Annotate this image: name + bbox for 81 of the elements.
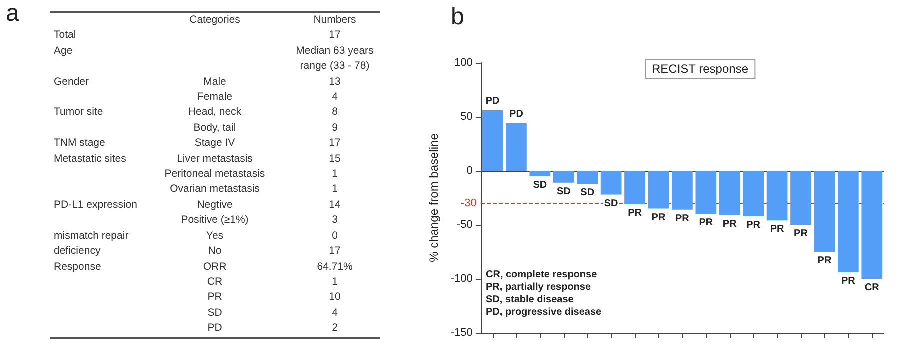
text: Yes [206, 230, 224, 242]
y-tick-label: 100 [454, 57, 473, 69]
y-axis-title: % change from baseline [427, 133, 441, 262]
text: 13 [329, 76, 341, 88]
chart-title: b [451, 4, 464, 30]
category-label: PD-L1 expression [54, 198, 138, 211]
text: No [208, 245, 222, 258]
text: CR [207, 276, 223, 288]
text: ORR [203, 260, 227, 272]
data-label: SD [556, 186, 571, 198]
y-tick-label: 50 [460, 111, 473, 123]
annotation: RECIST response [652, 62, 749, 76]
category-label: Tumor site [54, 106, 104, 118]
text: Median 63 years [296, 44, 374, 57]
category-label: Age [54, 44, 73, 57]
text: SD [208, 306, 222, 319]
data-label: PR [722, 218, 738, 230]
text: Female [197, 91, 232, 104]
text: 1 [332, 168, 338, 180]
text: PD [208, 322, 222, 334]
text: range (33 - 78) [300, 60, 370, 72]
text: 10 [329, 291, 341, 304]
text: 14 [329, 198, 341, 211]
data-label: CR [864, 282, 880, 294]
text: 0 [332, 230, 338, 242]
category-label: TNM stage [54, 137, 106, 150]
annotation: CR, complete response [486, 270, 598, 280]
data-label: SD [604, 198, 618, 210]
text: PR [208, 291, 222, 304]
category-label: Categories [188, 13, 242, 28]
data-label: PR [652, 212, 666, 224]
category-label: Numbers [312, 13, 358, 28]
y-tick-label: -100 [450, 273, 473, 285]
text: Stage IV [194, 137, 236, 150]
annotation: SD, stable disease [486, 294, 574, 306]
data-label: PD [510, 108, 524, 120]
annotation: PR, partially response [486, 282, 592, 293]
text: Body, tail [194, 122, 236, 134]
category-label: deficiency [54, 245, 101, 258]
text: Peritoneal metastasis [164, 168, 266, 180]
text: 17 [329, 137, 341, 150]
data-label: PR [628, 208, 643, 219]
data-label: SD [580, 187, 595, 198]
text: 8 [332, 106, 338, 118]
category-label: Response [54, 260, 102, 272]
category-label: Gender [54, 76, 90, 88]
category-label: Total [54, 29, 76, 42]
data-label: PR [818, 256, 832, 266]
y-tick-label: -50 [457, 219, 473, 231]
text: 4 [332, 91, 338, 104]
data-label: PR [676, 213, 690, 224]
text: 4 [332, 306, 338, 319]
text: 17 [329, 29, 341, 42]
text: 2 [332, 322, 338, 334]
data-label: PR [699, 218, 714, 229]
text: Ovarian metastasis [170, 183, 260, 196]
text: 17 [329, 245, 341, 258]
text: 1 [332, 276, 338, 288]
text: 3 [332, 214, 338, 226]
text: a [6, 0, 20, 28]
category-label: Metastatic sites [54, 152, 126, 165]
text: 9 [332, 122, 338, 134]
data-label: PR [746, 220, 762, 231]
data-label: PR [770, 224, 786, 236]
text: 64.71% [317, 260, 353, 272]
category-label: mismatch repair [54, 230, 129, 242]
y-tick-label: -150 [450, 327, 473, 339]
text: Liver metastasis [177, 152, 253, 165]
text: Male [204, 76, 226, 88]
text: Positive (≥1%) [181, 214, 249, 226]
text: 1 [332, 183, 338, 196]
data-label: PR [841, 276, 856, 288]
ref-line-label: -30 [461, 197, 477, 210]
text: Head, neck [188, 106, 242, 118]
text: 15 [329, 152, 341, 165]
annotation: PD, progressive disease [486, 307, 602, 318]
data-label: PD [486, 96, 500, 108]
data-label: PR [794, 228, 809, 240]
y-tick-label: 0 [466, 165, 473, 177]
data-label: SD [533, 180, 548, 191]
text: Negtive [197, 198, 233, 211]
